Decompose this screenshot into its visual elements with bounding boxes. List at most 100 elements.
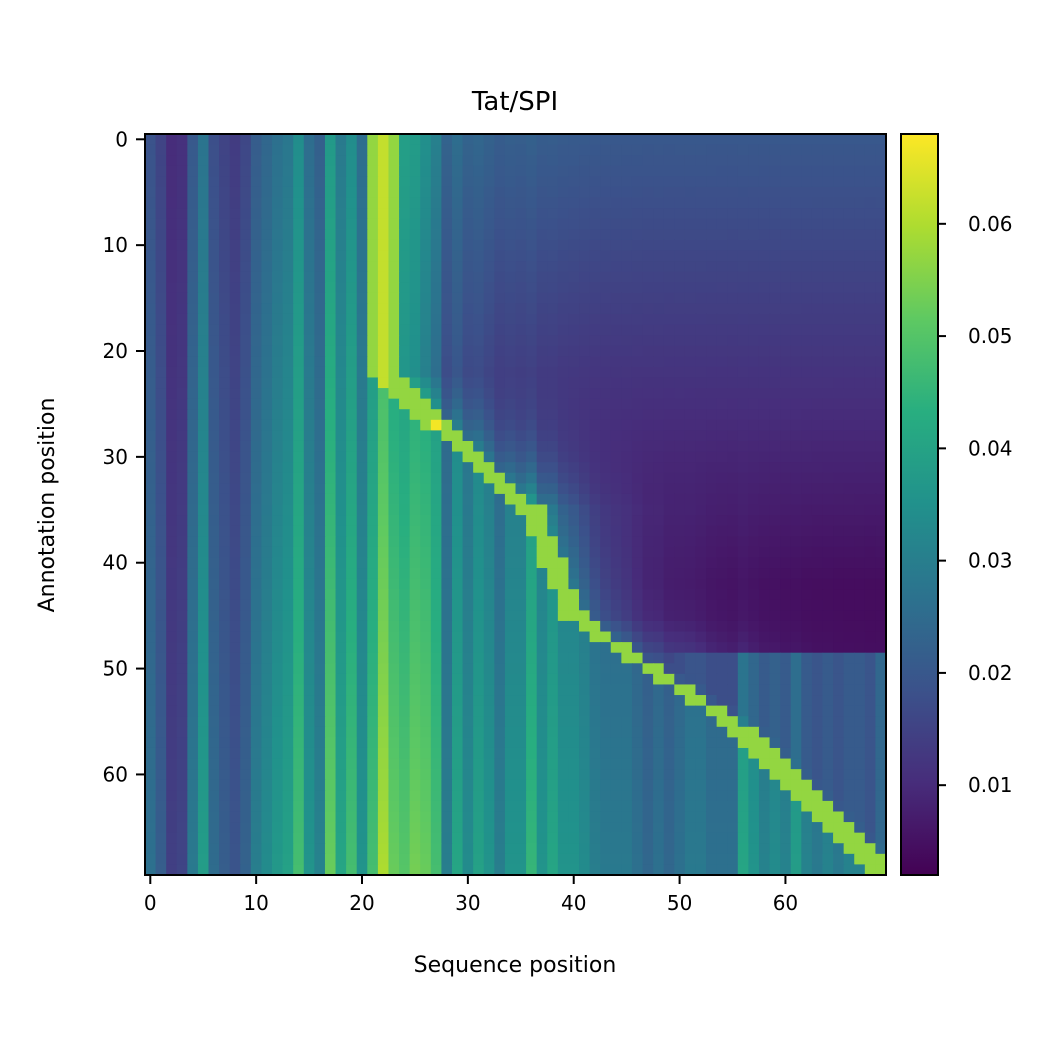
heatmap-cell xyxy=(600,832,612,844)
heatmap-cell xyxy=(854,504,866,516)
heatmap-cell xyxy=(737,271,749,283)
heatmap-cell xyxy=(579,599,591,611)
heatmap-cell xyxy=(631,642,644,654)
heatmap-cell xyxy=(441,864,453,876)
heatmap-cell xyxy=(631,239,644,252)
heatmap-cell xyxy=(610,726,622,738)
heatmap-cell xyxy=(399,599,411,611)
heatmap-cell xyxy=(695,610,707,622)
heatmap-cell xyxy=(219,186,231,199)
heatmap-cell xyxy=(737,451,749,463)
heatmap-cell xyxy=(261,377,273,389)
heatmap-cell xyxy=(674,758,686,770)
heatmap-cell xyxy=(409,208,421,220)
heatmap-cell xyxy=(536,568,548,580)
heatmap-cell xyxy=(176,769,188,781)
heatmap-cell xyxy=(293,398,305,410)
heatmap-cell xyxy=(579,313,591,326)
heatmap-cell xyxy=(314,377,326,389)
heatmap-cell xyxy=(621,493,633,506)
heatmap-cell xyxy=(346,673,358,686)
heatmap-cell xyxy=(166,599,178,611)
heatmap-cell xyxy=(600,176,612,188)
heatmap-cell xyxy=(399,261,411,273)
heatmap-cell xyxy=(250,345,263,357)
heatmap-cell xyxy=(875,409,887,421)
heatmap-cell xyxy=(801,557,813,569)
heatmap-cell xyxy=(769,134,781,146)
heatmap-cell xyxy=(610,578,622,590)
heatmap-cell xyxy=(833,388,845,400)
heatmap-cell xyxy=(451,599,464,611)
heatmap-cell xyxy=(610,472,622,484)
heatmap-cell xyxy=(229,186,241,199)
heatmap-cell xyxy=(864,515,877,527)
heatmap-cell xyxy=(420,747,432,760)
heatmap-cell xyxy=(462,663,474,675)
heatmap-cell xyxy=(536,737,548,749)
heatmap-cell xyxy=(716,165,728,177)
heatmap-cell xyxy=(473,134,485,146)
heatmap-cell xyxy=(568,631,580,643)
heatmap-cell xyxy=(250,716,263,728)
heatmap-cell xyxy=(250,599,263,611)
heatmap-cell xyxy=(811,176,824,188)
heatmap-cell xyxy=(790,229,802,241)
heatmap-cell xyxy=(579,271,591,283)
heatmap-cell xyxy=(706,568,718,580)
heatmap-cell xyxy=(801,165,813,177)
heatmap-cell xyxy=(748,388,760,400)
heatmap-cell xyxy=(864,282,877,294)
heatmap-cell xyxy=(663,716,675,728)
heatmap-cell xyxy=(557,366,570,379)
heatmap-cell xyxy=(811,186,824,199)
heatmap-cell xyxy=(399,620,411,633)
heatmap-cell xyxy=(663,525,675,537)
heatmap-cell xyxy=(727,335,739,347)
heatmap-cell xyxy=(451,853,464,866)
heatmap-cell xyxy=(706,155,718,167)
heatmap-cell xyxy=(737,589,749,601)
heatmap-cell xyxy=(187,229,199,241)
heatmap-cell xyxy=(314,208,326,220)
heatmap-cell xyxy=(579,790,591,802)
heatmap-cell xyxy=(737,377,749,389)
heatmap-cell xyxy=(843,822,855,834)
heatmap-cell xyxy=(557,176,570,188)
heatmap-cell xyxy=(187,451,199,463)
heatmap-cell xyxy=(631,578,644,590)
heatmap-cell xyxy=(324,419,337,431)
heatmap-cell xyxy=(674,695,686,707)
heatmap-cell xyxy=(589,589,601,601)
heatmap-cell xyxy=(377,758,390,770)
heatmap-cell xyxy=(854,800,866,813)
heatmap-cell xyxy=(695,472,707,484)
heatmap-cell xyxy=(409,568,421,580)
heatmap-cell xyxy=(462,726,474,738)
heatmap-cell xyxy=(261,800,273,813)
heatmap-cell xyxy=(653,557,665,569)
heatmap-cell xyxy=(346,515,358,527)
heatmap-cell xyxy=(314,832,326,844)
heatmap-cell xyxy=(494,208,506,220)
heatmap-cell xyxy=(451,769,464,781)
heatmap-cell xyxy=(346,684,358,696)
heatmap-cell xyxy=(356,292,368,304)
heatmap-cell xyxy=(515,388,527,400)
heatmap-cell xyxy=(579,631,591,643)
heatmap-cell xyxy=(335,197,347,209)
heatmap-cell xyxy=(494,335,506,347)
heatmap-cell xyxy=(451,229,464,241)
heatmap-cell xyxy=(854,134,866,146)
heatmap-cell xyxy=(833,642,845,654)
heatmap-cell xyxy=(324,292,337,304)
heatmap-cell xyxy=(377,366,390,379)
heatmap-cell xyxy=(145,673,157,686)
heatmap-cell xyxy=(504,155,517,167)
heatmap-cell xyxy=(579,800,591,813)
heatmap-cell xyxy=(155,716,167,728)
heatmap-cell xyxy=(833,557,845,569)
heatmap-cell xyxy=(663,451,675,463)
heatmap-cell xyxy=(811,345,824,357)
heatmap-cell xyxy=(695,790,707,802)
